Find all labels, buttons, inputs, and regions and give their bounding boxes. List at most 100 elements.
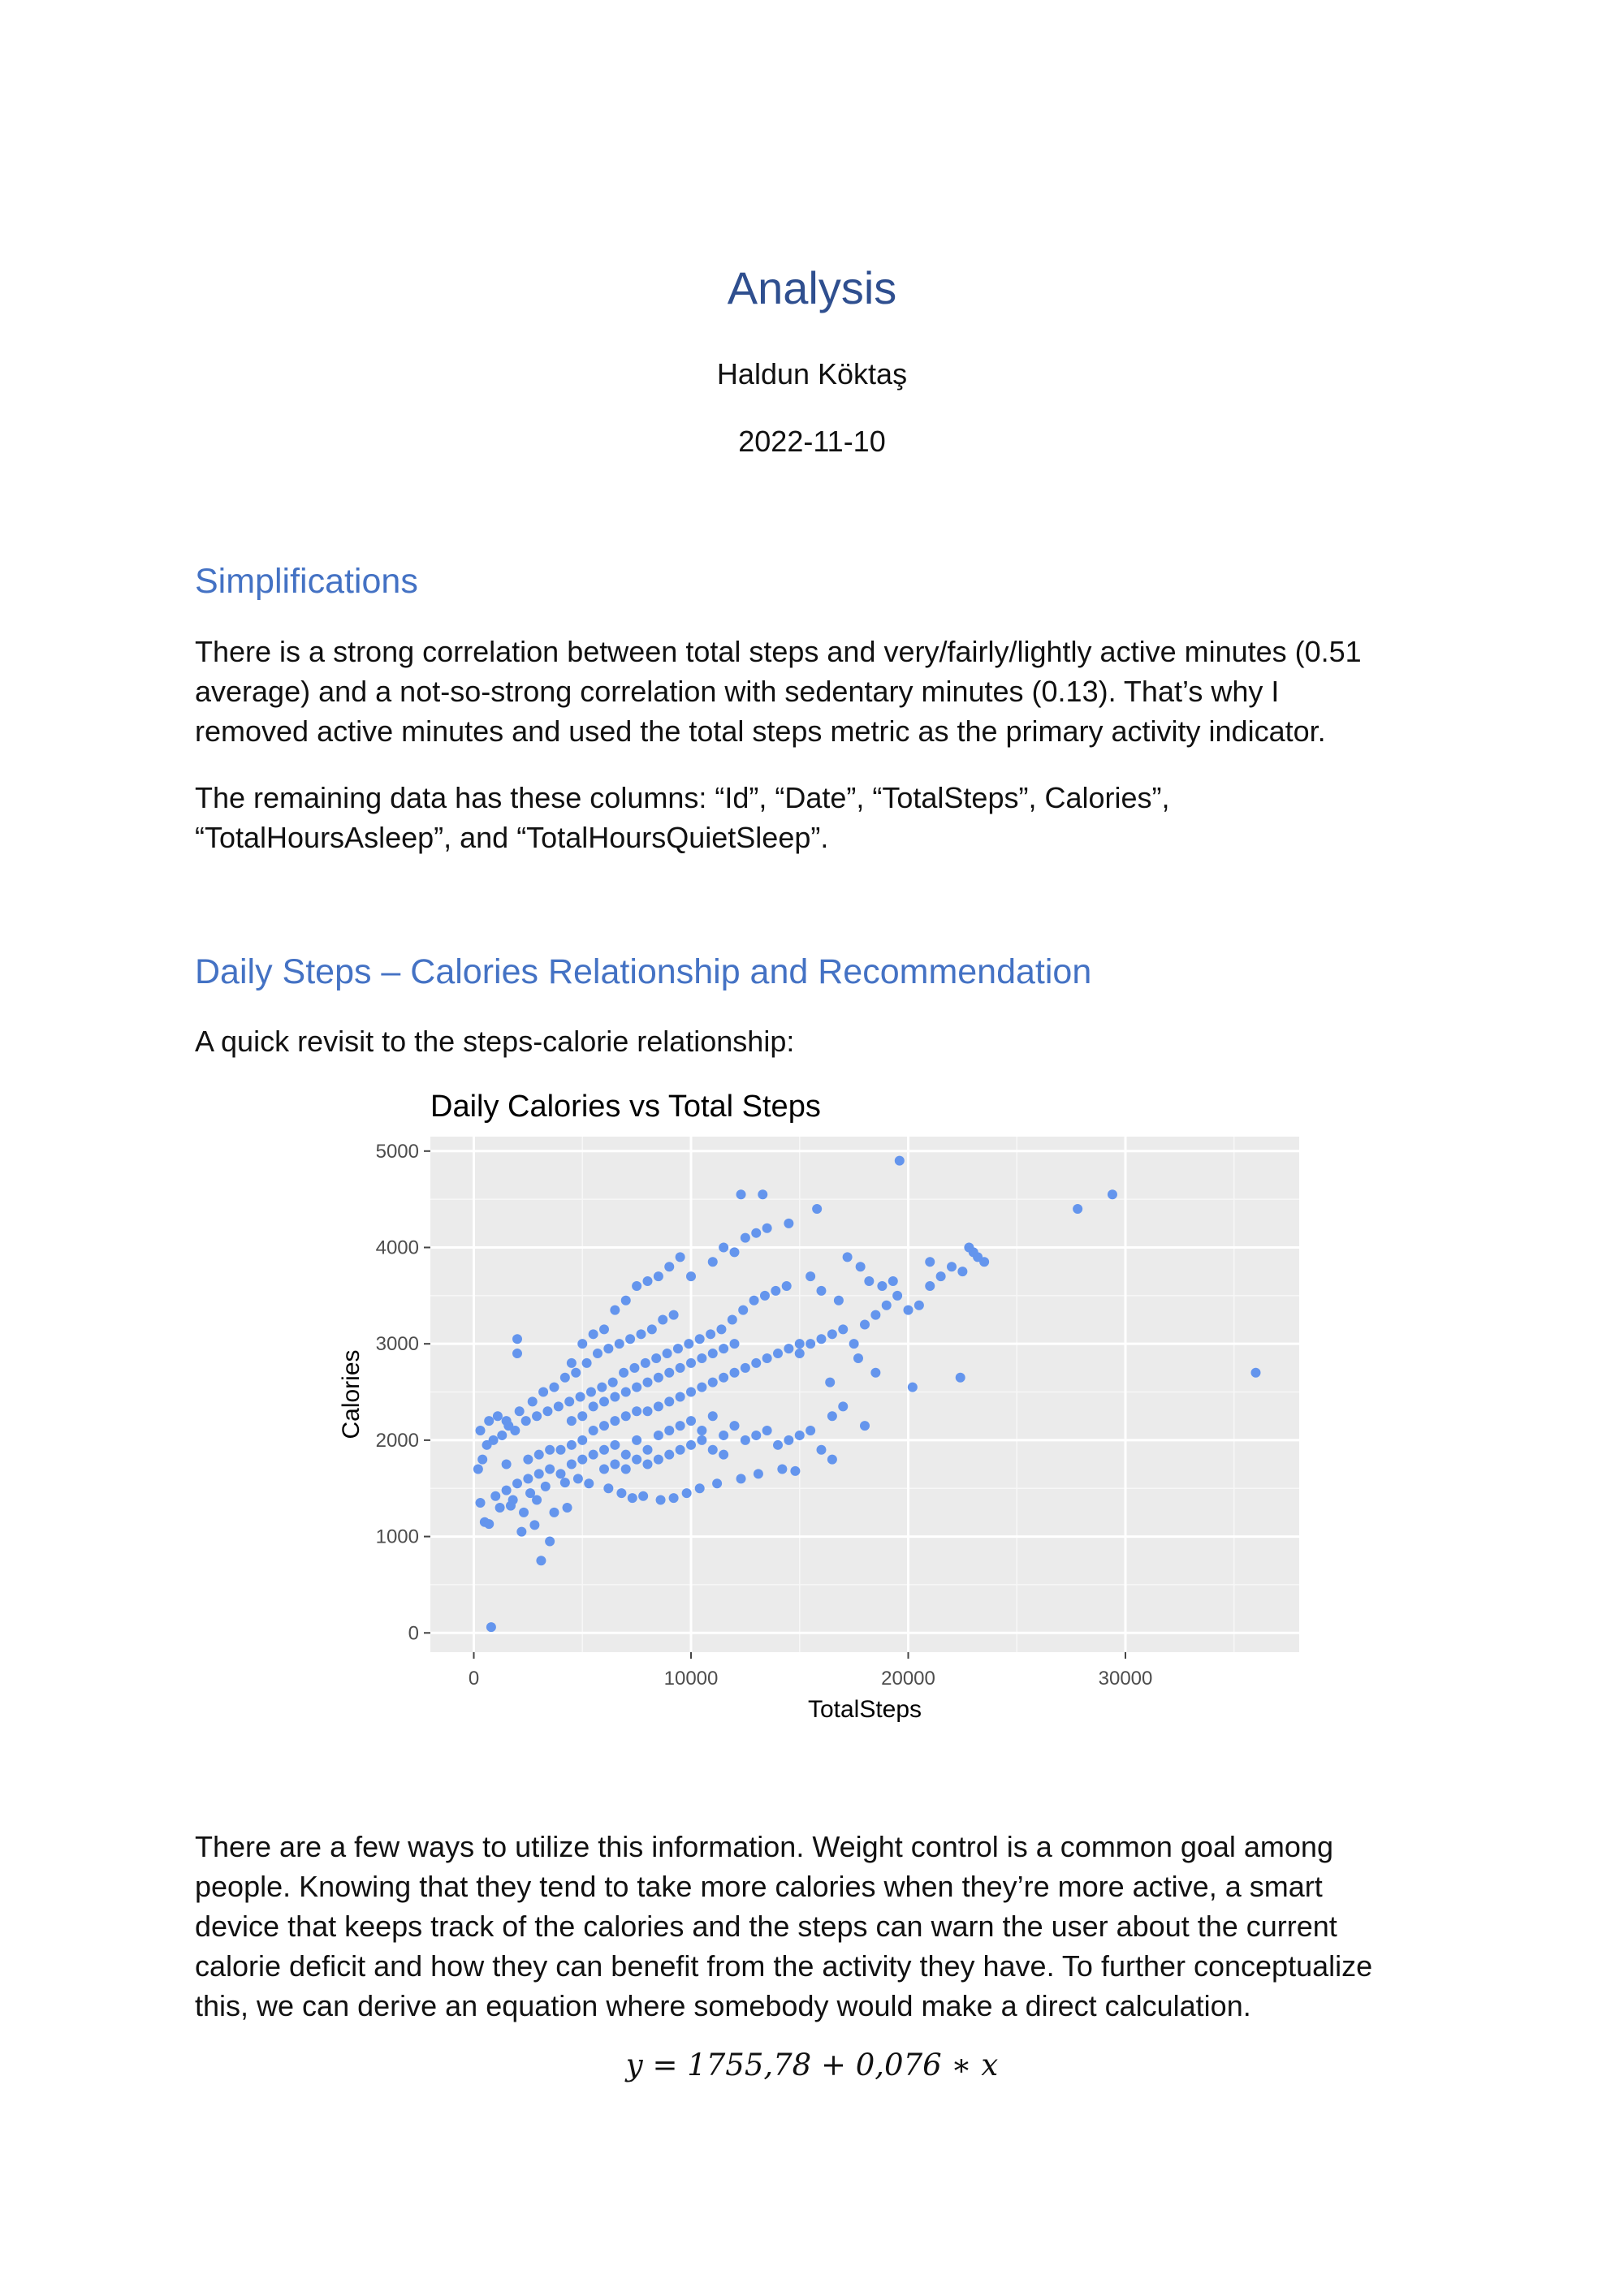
data-point	[501, 1459, 512, 1470]
data-point	[838, 1324, 849, 1335]
data-point	[1073, 1204, 1083, 1215]
data-point	[588, 1401, 598, 1412]
data-point	[559, 1478, 570, 1488]
heading-simplifications: Simplifications	[195, 562, 418, 601]
data-point	[781, 1280, 792, 1291]
data-point	[729, 1367, 740, 1378]
data-point	[610, 1305, 620, 1315]
data-point	[632, 1406, 642, 1417]
data-point	[532, 1495, 542, 1505]
data-point	[610, 1459, 620, 1470]
data-point	[838, 1401, 849, 1412]
data-point	[759, 1290, 770, 1301]
data-point	[653, 1401, 663, 1412]
data-point	[777, 1464, 788, 1474]
data-point	[512, 1349, 522, 1359]
data-point	[784, 1435, 794, 1445]
data-point	[533, 1469, 544, 1479]
paragraph-line: people. Knowing that they tend to take m…	[195, 1870, 1323, 1903]
data-point	[825, 1377, 836, 1388]
data-point	[749, 1295, 759, 1306]
data-point	[545, 1464, 555, 1474]
data-point	[577, 1454, 588, 1465]
data-point	[512, 1478, 522, 1489]
data-point	[806, 1426, 816, 1436]
data-point	[581, 1357, 592, 1368]
data-point	[610, 1392, 620, 1402]
data-point	[536, 1556, 546, 1566]
data-point	[625, 1334, 636, 1344]
data-point	[870, 1310, 881, 1320]
document-author: Haldun Köktaş	[716, 357, 908, 391]
data-point	[716, 1324, 727, 1335]
chart-panel	[430, 1137, 1299, 1652]
data-point	[697, 1353, 707, 1363]
data-point	[784, 1218, 794, 1228]
data-point	[577, 1339, 588, 1349]
data-point	[668, 1310, 679, 1320]
document-title: Analysis	[727, 262, 897, 313]
data-point	[607, 1377, 618, 1388]
data-point	[638, 1491, 649, 1501]
data-point	[497, 1430, 508, 1440]
data-point	[620, 1411, 631, 1422]
data-point	[599, 1464, 609, 1474]
data-point	[512, 1334, 522, 1344]
data-point	[599, 1324, 609, 1335]
data-point	[646, 1324, 657, 1335]
data-point	[549, 1382, 559, 1392]
data-point	[855, 1262, 866, 1272]
data-point	[475, 1426, 486, 1436]
data-point	[675, 1252, 685, 1262]
data-point	[675, 1392, 685, 1402]
data-point	[973, 1252, 983, 1262]
data-point	[827, 1329, 837, 1340]
x-tick-label: 0	[469, 1668, 479, 1690]
data-point	[664, 1426, 675, 1436]
data-point	[619, 1367, 629, 1378]
data-point	[603, 1483, 614, 1494]
data-point	[642, 1444, 653, 1455]
data-point	[575, 1392, 585, 1402]
data-point	[505, 1500, 516, 1511]
data-point	[571, 1367, 581, 1378]
chart-axes: 0 10000 20000 30000 0 1000 2000 3000 4000 5000	[376, 1141, 1153, 1690]
data-point	[668, 1493, 679, 1504]
data-point	[655, 1495, 666, 1505]
data-point	[947, 1262, 957, 1272]
x-tick-label: 10000	[664, 1668, 719, 1690]
data-point	[694, 1334, 705, 1344]
data-point	[540, 1481, 551, 1491]
data-point	[740, 1435, 750, 1445]
data-point	[672, 1344, 683, 1354]
data-point	[627, 1493, 637, 1504]
data-point	[614, 1339, 624, 1349]
data-point	[794, 1430, 805, 1440]
data-point	[501, 1485, 512, 1495]
chart-points	[473, 1155, 1261, 1633]
chart-grid	[430, 1137, 1299, 1652]
data-point	[675, 1444, 685, 1455]
data-point	[599, 1444, 609, 1455]
data-point	[925, 1280, 935, 1291]
data-point	[860, 1319, 870, 1330]
data-point	[519, 1507, 529, 1517]
data-point	[729, 1247, 740, 1258]
data-point	[577, 1435, 588, 1445]
paragraph-columns: The remaining data has these columns: “I…	[195, 778, 1462, 857]
data-point	[694, 1483, 705, 1494]
data-point	[653, 1430, 663, 1440]
data-point	[632, 1382, 642, 1392]
y-tick-label: 5000	[376, 1141, 419, 1163]
data-point	[736, 1189, 746, 1200]
data-point	[642, 1276, 653, 1287]
data-point	[707, 1377, 718, 1388]
data-point	[707, 1444, 718, 1455]
data-point	[794, 1349, 805, 1359]
data-point	[686, 1439, 696, 1450]
data-point	[642, 1459, 653, 1470]
data-point	[1250, 1367, 1261, 1378]
data-point	[566, 1416, 577, 1426]
data-point	[642, 1406, 653, 1417]
data-point	[501, 1416, 512, 1426]
